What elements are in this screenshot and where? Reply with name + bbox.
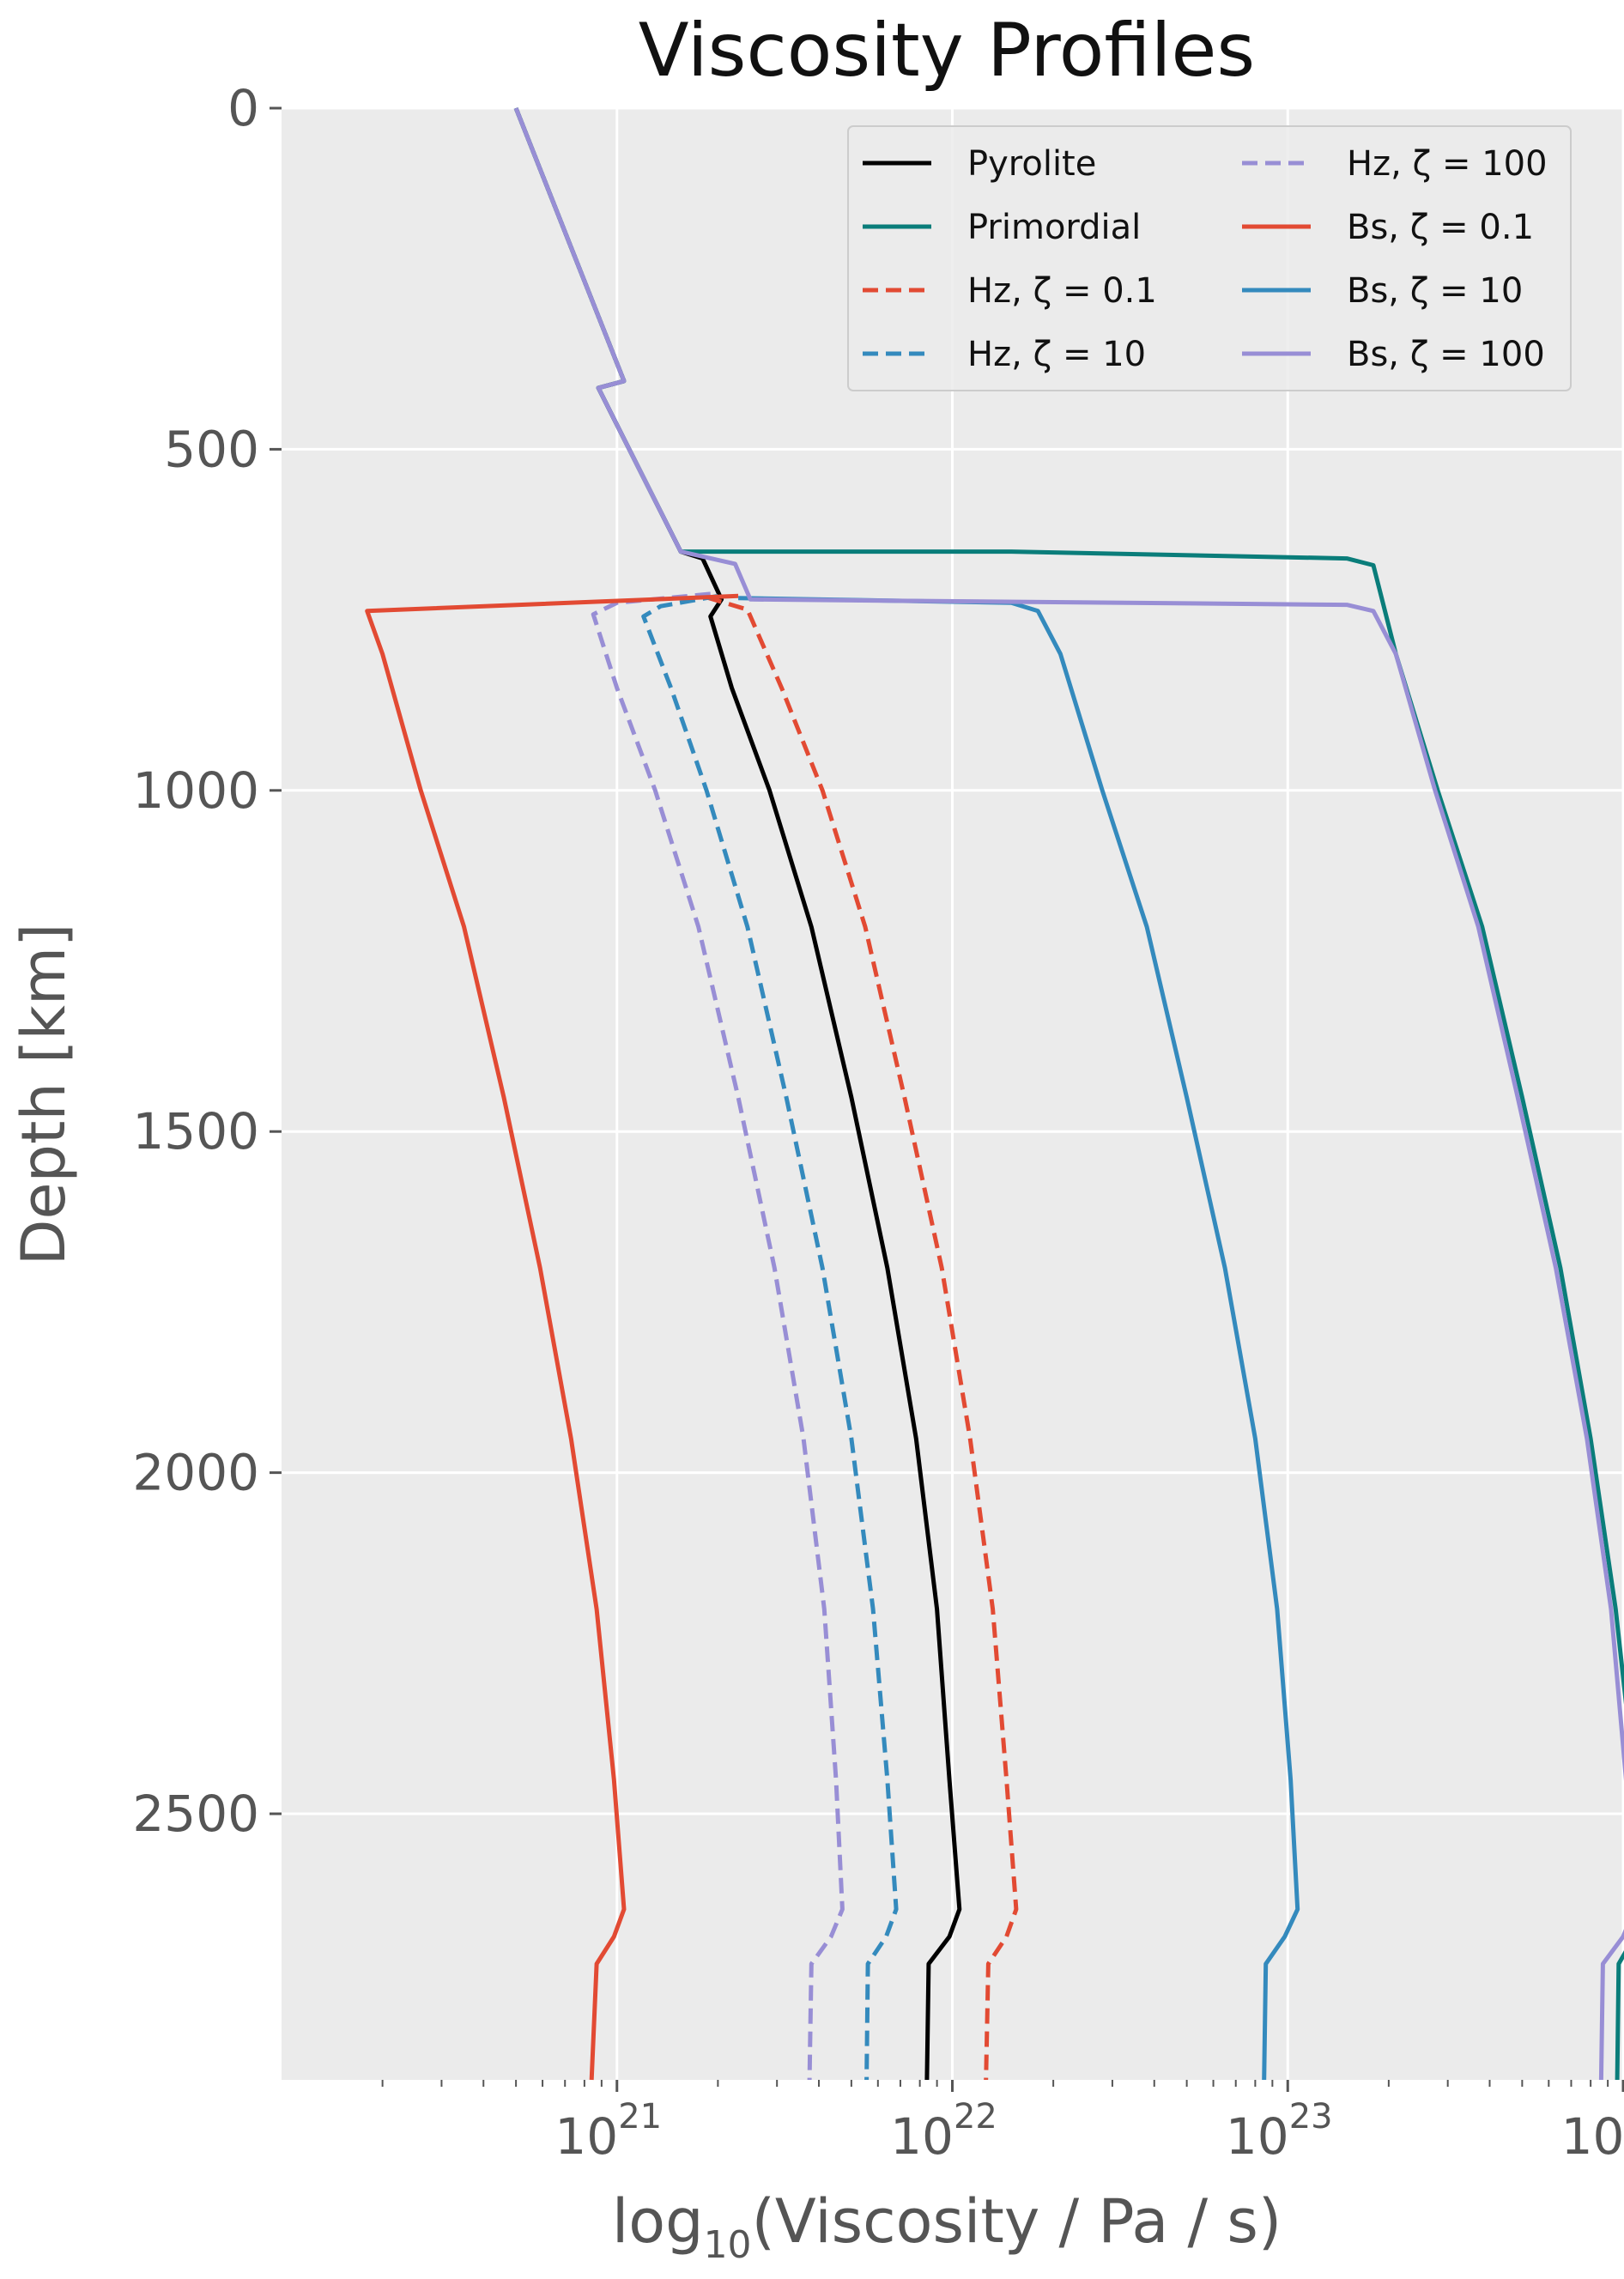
legend-box [847, 125, 1572, 391]
legend-label: Bs, ζ = 10 [1347, 271, 1523, 311]
y-tick-label: 0 [227, 79, 259, 137]
legend-label: Primordial [967, 208, 1141, 247]
x-ticks: 1021 1022 1023 1024 [554, 2080, 1624, 2166]
x-axis-label-log: log [612, 2186, 704, 2257]
legend-label: Hz, ζ = 0.1 [967, 271, 1157, 311]
y-tick-label: 500 [164, 420, 259, 478]
series-line-8 [513, 107, 1624, 2081]
series-line-5 [591, 591, 845, 2081]
series-line-6 [365, 593, 739, 2081]
x-tick-label: 1021 [554, 2097, 662, 2166]
legend: Pyrolite Primordial Hz, ζ = 0.1 Hz, ζ = 10 H… [847, 125, 1572, 391]
y-tick-label: 2000 [132, 1444, 259, 1502]
x-tick-label: 1023 [1226, 2097, 1333, 2166]
y-ticks: 0 500 1000 1500 2000 2500 [132, 79, 282, 1843]
y-gridlines [282, 106, 1623, 1815]
legend-label: Hz, ζ = 100 [1347, 144, 1548, 184]
y-tick-label: 1500 [132, 1102, 259, 1161]
legend-label: Pyrolite [967, 144, 1096, 184]
legend-label: Hz, ζ = 10 [967, 335, 1146, 374]
series-lines [365, 107, 1624, 2081]
x-axis-label-sub: 10 [704, 2223, 752, 2267]
legend-label: Bs, ζ = 100 [1347, 335, 1545, 374]
x-axis-label-rest: (Viscosity / Pa / s) [752, 2186, 1282, 2257]
legend-label: Bs, ζ = 0.1 [1347, 208, 1534, 247]
x-tick-label: 1022 [890, 2097, 997, 2166]
x-tick-label: 1024 [1561, 2097, 1624, 2166]
y-tick-label: 1000 [132, 761, 259, 820]
series-line-7 [738, 596, 1300, 2081]
chart-title: Viscosity Profiles [639, 8, 1255, 94]
series-line-3 [706, 595, 1019, 2081]
y-axis-label: Depth [km] [9, 924, 79, 1266]
x-minor-ticks [381, 2080, 1609, 2087]
series-line-4 [641, 593, 899, 2081]
y-tick-label: 2500 [132, 1785, 259, 1843]
x-axis-label: log10(Viscosity / Pa / s) [612, 2186, 1282, 2267]
